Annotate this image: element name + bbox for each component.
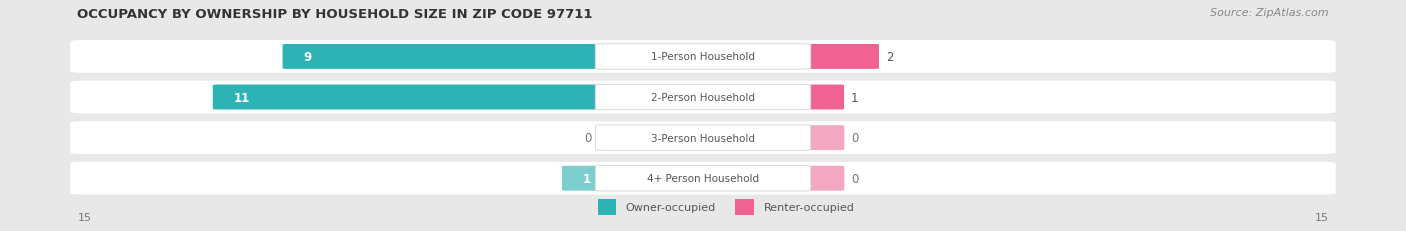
Text: 2-Person Household: 2-Person Household bbox=[651, 93, 755, 103]
Text: 1: 1 bbox=[851, 91, 859, 104]
Text: 1-Person Household: 1-Person Household bbox=[651, 52, 755, 62]
Text: 11: 11 bbox=[233, 91, 250, 104]
Text: 0: 0 bbox=[852, 172, 859, 185]
Text: 4+ Person Household: 4+ Person Household bbox=[647, 173, 759, 183]
Text: 2: 2 bbox=[886, 51, 894, 64]
Text: 3-Person Household: 3-Person Household bbox=[651, 133, 755, 143]
Text: 0: 0 bbox=[852, 131, 859, 145]
Text: 0: 0 bbox=[583, 131, 591, 145]
Text: 15: 15 bbox=[1315, 213, 1329, 222]
Text: 15: 15 bbox=[77, 213, 91, 222]
Text: OCCUPANCY BY OWNERSHIP BY HOUSEHOLD SIZE IN ZIP CODE 97711: OCCUPANCY BY OWNERSHIP BY HOUSEHOLD SIZE… bbox=[77, 8, 593, 21]
Text: 9: 9 bbox=[304, 51, 312, 64]
Text: Source: ZipAtlas.com: Source: ZipAtlas.com bbox=[1211, 8, 1329, 18]
Text: Owner-occupied: Owner-occupied bbox=[626, 202, 716, 212]
Text: Renter-occupied: Renter-occupied bbox=[763, 202, 855, 212]
Text: 1: 1 bbox=[583, 172, 591, 185]
